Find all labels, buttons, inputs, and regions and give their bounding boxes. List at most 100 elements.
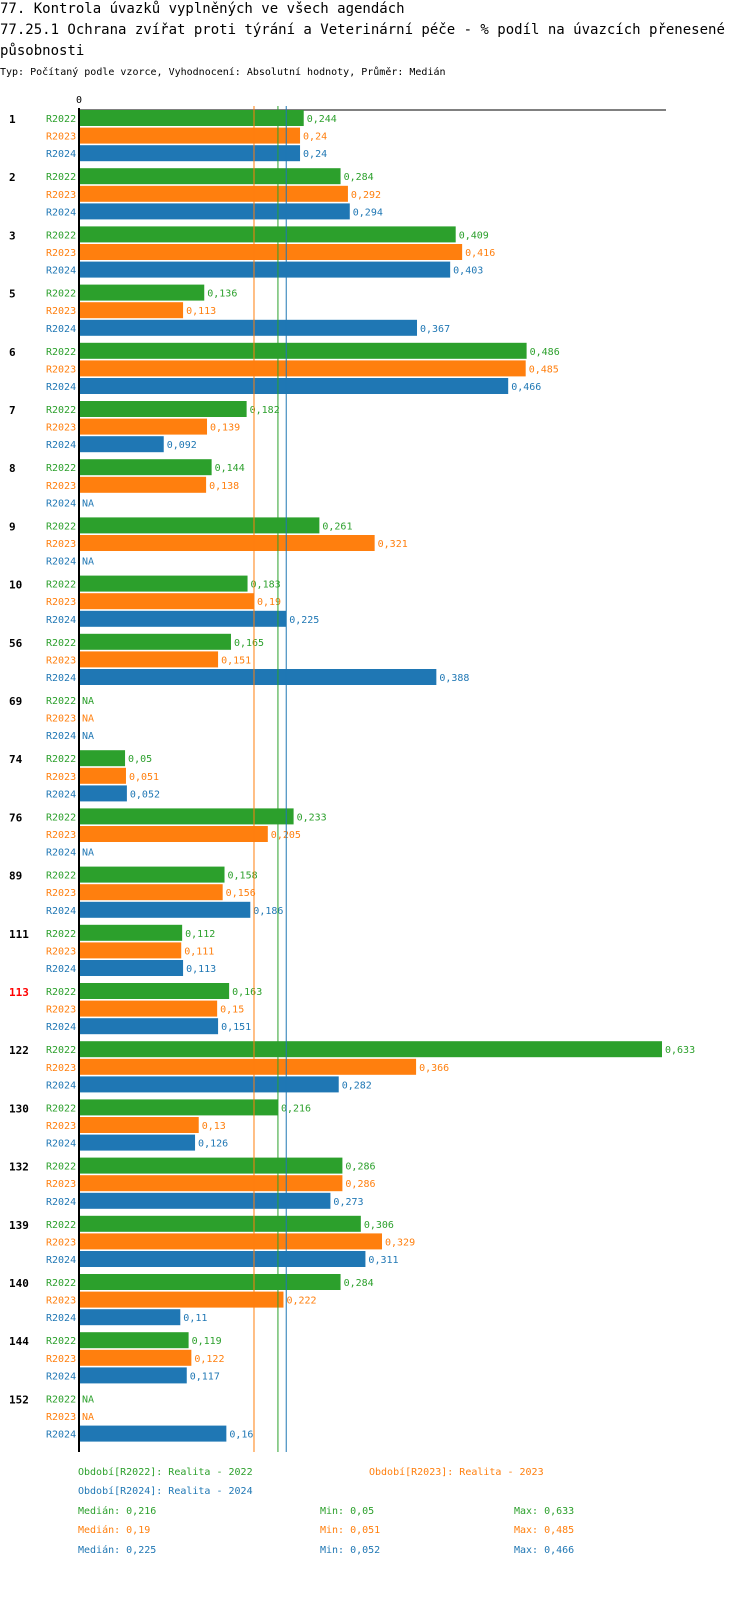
value-label: 0,416 <box>465 248 495 259</box>
series-label: R2023 <box>46 1005 76 1016</box>
bar-r2024 <box>79 1018 219 1035</box>
category-label: 144 <box>9 1335 29 1348</box>
bar-r2023 <box>79 1291 284 1308</box>
series-label: R2024 <box>46 906 76 917</box>
category-label: 76 <box>9 811 23 824</box>
bar-r2024 <box>79 1192 331 1209</box>
value-label: 0,15 <box>220 1005 244 1016</box>
series-label: R2024 <box>46 149 76 160</box>
value-label: 0,24 <box>303 132 327 143</box>
value-label: 0,409 <box>459 230 489 241</box>
value-label: 0,136 <box>207 289 237 300</box>
bar-r2023 <box>79 127 301 144</box>
series-label: R2023 <box>46 190 76 201</box>
value-label: 0,138 <box>209 481 239 492</box>
median-r2023: Medián: 0,19 <box>78 1525 151 1536</box>
category-label: 7 <box>9 404 16 417</box>
value-label: 0,122 <box>194 1354 224 1365</box>
axis-zero-label: 0 <box>76 95 82 106</box>
value-label: 0,244 <box>307 114 337 125</box>
category-label: 132 <box>9 1161 29 1174</box>
category-label: 122 <box>9 1044 29 1057</box>
value-label: 0,19 <box>257 597 281 608</box>
series-label: R2023 <box>46 1354 76 1365</box>
series-label: R2022 <box>46 1278 76 1289</box>
bar-r2022 <box>79 401 247 417</box>
value-label: 0,225 <box>289 615 319 626</box>
bar-r2022 <box>79 983 230 999</box>
bar-r2024 <box>79 378 509 394</box>
bar-r2024 <box>79 1251 366 1267</box>
value-label: 0,311 <box>368 1255 398 1266</box>
category-label: 8 <box>9 462 16 475</box>
series-label: R2023 <box>46 1121 76 1132</box>
series-label: R2023 <box>46 364 76 375</box>
value-label: 0,284 <box>344 1278 374 1289</box>
bar-r2022 <box>79 1332 189 1349</box>
value-label: 0,112 <box>185 929 215 940</box>
category-label: 139 <box>9 1219 29 1232</box>
value-label: 0,367 <box>420 324 450 335</box>
category-label: 2 <box>9 171 16 184</box>
value-label: 0,05 <box>128 754 152 765</box>
series-label: R2022 <box>46 929 76 940</box>
series-label: R2022 <box>46 987 76 998</box>
bar-r2022 <box>79 633 231 650</box>
category-label: 152 <box>9 1393 29 1406</box>
value-label: 0,286 <box>345 1179 375 1190</box>
bar-r2022 <box>79 1274 341 1290</box>
value-label: 0,329 <box>385 1237 415 1248</box>
value-label: 0,113 <box>186 306 216 317</box>
series-label: R2023 <box>46 539 76 550</box>
bar-r2023 <box>79 418 208 435</box>
series-label: R2024 <box>46 789 76 800</box>
bar-r2023 <box>79 1175 343 1192</box>
bar-r2022 <box>79 808 294 825</box>
value-label: 0,16 <box>229 1430 253 1441</box>
value-label: NA <box>82 557 94 568</box>
series-label: R2023 <box>46 830 76 841</box>
median-r2022: Medián: 0,216 <box>78 1506 157 1517</box>
bar-r2022 <box>79 1041 662 1058</box>
series-label: R2022 <box>46 289 76 300</box>
value-label: 0,321 <box>378 539 408 550</box>
series-label: R2023 <box>46 423 76 434</box>
series-label: R2022 <box>46 1336 76 1347</box>
series-label: R2023 <box>46 1237 76 1248</box>
bar-r2023 <box>79 535 375 551</box>
series-label: R2024 <box>46 440 76 451</box>
value-label: 0,163 <box>232 987 262 998</box>
bar-r2024 <box>79 203 350 220</box>
series-label: R2022 <box>46 1394 76 1405</box>
bar-r2023 <box>79 884 223 901</box>
series-label: R2024 <box>46 1080 76 1091</box>
bar-r2022 <box>79 1099 278 1116</box>
bar-r2022 <box>79 750 126 767</box>
series-label: R2024 <box>46 266 76 277</box>
series-label: R2022 <box>46 1045 76 1056</box>
value-label: 0,294 <box>353 207 383 218</box>
min-r2022: Min: 0,05 <box>320 1506 375 1517</box>
series-label: R2023 <box>46 655 76 666</box>
chart-type-description: Typ: Počítaný podle vzorce, Vyhodnocení:… <box>0 67 446 78</box>
value-label: 0,151 <box>221 655 251 666</box>
value-label: 0,165 <box>234 638 264 649</box>
value-label: 0,13 <box>202 1121 226 1132</box>
category-label: 10 <box>9 579 22 592</box>
bar-r2024 <box>79 1076 339 1093</box>
bar-r2023 <box>79 244 463 260</box>
bar-r2024 <box>79 1367 187 1384</box>
value-label: 0,24 <box>303 149 327 160</box>
value-label: NA <box>82 1394 94 1405</box>
value-label: 0,286 <box>345 1162 375 1173</box>
category-label: 130 <box>9 1102 29 1115</box>
series-label: R2023 <box>46 248 76 259</box>
bar-r2022 <box>79 517 320 534</box>
bar-r2024 <box>79 261 451 278</box>
series-label: R2022 <box>46 1162 76 1173</box>
value-label: 0,186 <box>253 906 283 917</box>
value-label: 0,117 <box>190 1371 220 1382</box>
value-label: NA <box>82 498 94 509</box>
value-label: 0,486 <box>530 347 560 358</box>
value-label: 0,111 <box>184 946 214 957</box>
